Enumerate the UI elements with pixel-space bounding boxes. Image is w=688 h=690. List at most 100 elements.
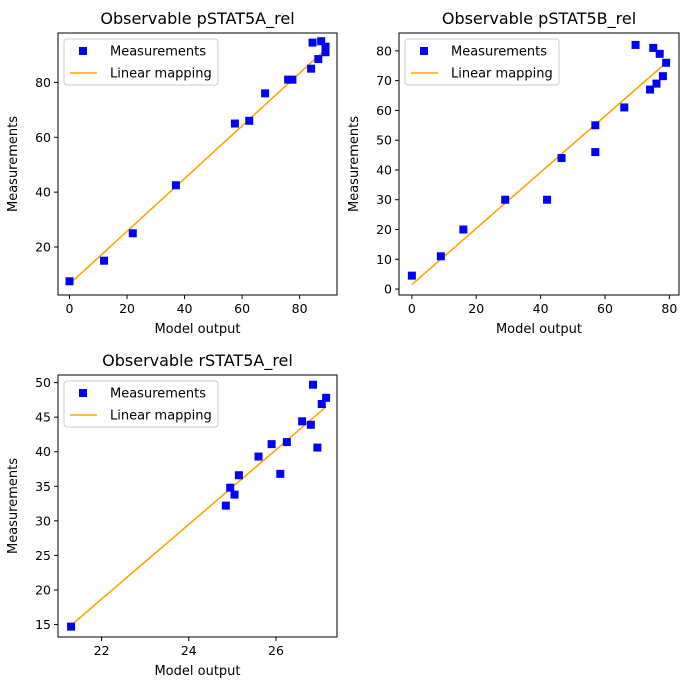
- measurement-point: [306, 420, 315, 429]
- measurement-point: [317, 400, 326, 409]
- x-axis-label: Model output: [154, 664, 240, 679]
- y-tick-label: 20: [35, 239, 51, 254]
- legend: Measurements Linear mapping: [63, 380, 219, 428]
- chart-title: Observable rSTAT5A_rel: [102, 351, 293, 371]
- x-tick-label: 60: [234, 301, 250, 316]
- x-tick-label: 20: [119, 301, 135, 316]
- measurement-point: [321, 48, 330, 57]
- legend-marker-square: [79, 389, 87, 397]
- subplot-1: Observable pSTAT5A_rel 0 20 40 60 80 20 40 60 80 M…: [6, 9, 338, 337]
- y-axis-label: Measurements: [347, 116, 362, 212]
- legend-label: Linear mapping: [110, 67, 212, 82]
- measurement-point: [436, 252, 445, 261]
- measurement-point: [317, 37, 326, 46]
- measurement-point: [298, 417, 307, 426]
- y-tick-label: 60: [376, 103, 392, 118]
- measurement-point: [314, 55, 323, 64]
- plot-data: [67, 380, 331, 631]
- measurement-point: [591, 148, 600, 157]
- chart-title: Observable pSTAT5B_rel: [442, 9, 636, 29]
- y-tick-label: 40: [35, 185, 51, 200]
- y-tick-label: 60: [35, 130, 51, 145]
- x-tick-label: 80: [661, 301, 677, 316]
- y-tick-label: 35: [35, 479, 51, 494]
- measurement-point: [276, 469, 285, 478]
- measurement-point: [254, 452, 263, 461]
- legend: Measurements Linear mapping: [63, 38, 219, 86]
- measurement-point: [282, 438, 291, 447]
- linear-mapping-line: [68, 48, 327, 285]
- legend-marker-square: [420, 47, 428, 55]
- x-tick-label: 0: [408, 301, 416, 316]
- plot-frame: [57, 374, 338, 638]
- legend-label: Measurements: [110, 45, 206, 60]
- measurement-point: [321, 42, 330, 51]
- plot-frame: [398, 32, 680, 296]
- x-axis-label: Model output: [154, 322, 240, 337]
- y-tick-label: 10: [376, 252, 392, 267]
- measurement-point: [662, 58, 671, 67]
- legend: Measurements Linear mapping: [404, 38, 560, 86]
- y-tick-label: 50: [35, 375, 51, 390]
- plot-data: [407, 40, 671, 286]
- measurement-point: [234, 471, 243, 480]
- legend-label: Measurements: [451, 45, 547, 60]
- y-tick-label: 20: [35, 582, 51, 597]
- measurement-point: [284, 75, 293, 84]
- measurement-point: [322, 393, 331, 402]
- y-tick-label: 40: [376, 162, 392, 177]
- y-tick-label: 70: [376, 73, 392, 88]
- y-tick-label: 80: [376, 43, 392, 58]
- chart-title: Observable pSTAT5A_rel: [100, 9, 294, 29]
- measurement-point: [407, 271, 416, 280]
- measurement-point: [100, 256, 109, 265]
- y-tick-label: 40: [35, 444, 51, 459]
- x-tick-label: 0: [66, 301, 74, 316]
- subplot-3: Observable rSTAT5A_rel 22 24 26 15 20 25 30 35 40…: [6, 351, 338, 679]
- measurement-point: [631, 40, 640, 49]
- y-tick-label: 15: [35, 617, 51, 632]
- y-tick-label: 25: [35, 548, 51, 563]
- measurement-point: [557, 154, 566, 163]
- y-tick-label: 30: [35, 513, 51, 528]
- plot-frame: [57, 32, 338, 296]
- y-axis-label: Measurements: [6, 458, 21, 554]
- x-tick-label: 60: [597, 301, 613, 316]
- measurement-point: [67, 622, 76, 631]
- x-tick-label: 40: [533, 301, 549, 316]
- measurement-point: [309, 380, 318, 389]
- linear-mapping-line: [411, 62, 667, 286]
- measurement-point: [655, 49, 664, 58]
- measurement-point: [308, 38, 317, 47]
- measurement-point: [128, 229, 137, 238]
- y-tick-label: 0: [384, 282, 392, 297]
- measurement-point: [230, 490, 239, 499]
- measurement-point: [501, 195, 510, 204]
- measurement-point: [459, 225, 468, 234]
- legend-label: Linear mapping: [451, 67, 553, 82]
- measurement-point: [307, 64, 316, 73]
- x-tick-label: 22: [94, 643, 110, 658]
- x-tick-label: 40: [177, 301, 193, 316]
- measurement-point: [288, 75, 297, 84]
- x-tick-label: 80: [292, 301, 308, 316]
- measurement-point: [245, 116, 254, 125]
- measurement-point: [620, 103, 629, 112]
- measurement-point: [646, 85, 655, 94]
- legend-box: [404, 38, 560, 86]
- measurement-point: [591, 121, 600, 130]
- measurement-point: [230, 119, 239, 128]
- measurement-point: [171, 181, 180, 190]
- subplot-2: Observable pSTAT5B_rel 0 20 40 60 80 0 10 20 30 40…: [347, 9, 680, 337]
- y-tick-label: 80: [35, 75, 51, 90]
- measurement-point: [658, 72, 667, 81]
- x-tick-label: 20: [468, 301, 484, 316]
- legend-label: Linear mapping: [110, 409, 212, 424]
- legend-label: Measurements: [110, 387, 206, 402]
- measurement-point: [652, 79, 661, 88]
- y-axis-label: Measurements: [6, 116, 21, 212]
- measurement-point: [267, 440, 276, 449]
- measurement-point: [226, 483, 235, 492]
- x-axis-label: Model output: [496, 322, 582, 337]
